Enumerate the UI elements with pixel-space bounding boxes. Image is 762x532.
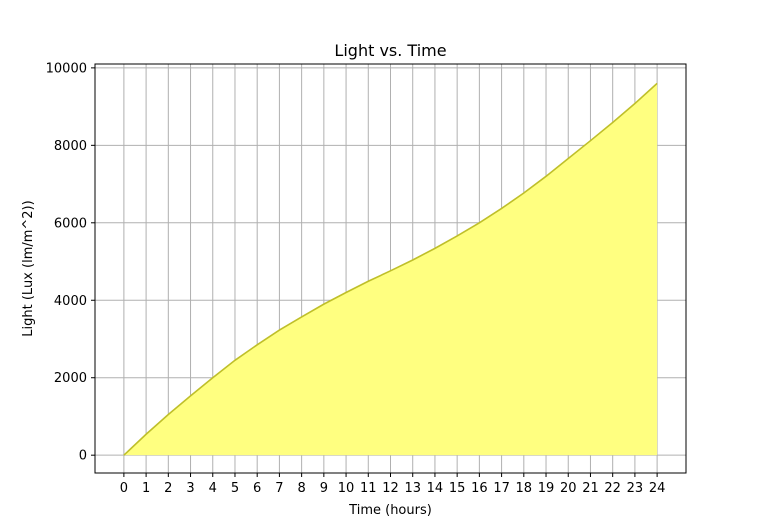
x-tick-label: 4 bbox=[209, 481, 217, 496]
x-tick-label: 15 bbox=[449, 481, 466, 496]
x-tick-label: 7 bbox=[275, 481, 283, 496]
x-tick-label: 22 bbox=[604, 481, 621, 496]
x-tick-label: 19 bbox=[538, 481, 555, 496]
x-tick-label: 5 bbox=[231, 481, 239, 496]
x-tick-label: 17 bbox=[493, 481, 510, 496]
x-tick-label: 13 bbox=[404, 481, 421, 496]
x-tick-label: 21 bbox=[582, 481, 599, 496]
x-tick-label: 14 bbox=[427, 481, 444, 496]
x-tick-label: 23 bbox=[627, 481, 644, 496]
x-tick-label: 20 bbox=[560, 481, 577, 496]
y-tick-label: 6000 bbox=[54, 216, 87, 231]
x-tick-label: 3 bbox=[186, 481, 194, 496]
chart-title: Light vs. Time bbox=[334, 41, 446, 60]
y-tick-label: 10000 bbox=[46, 61, 87, 76]
x-tick-label: 12 bbox=[382, 481, 399, 496]
x-tick-label: 16 bbox=[471, 481, 488, 496]
x-tick-label: 11 bbox=[360, 481, 377, 496]
x-tick-label: 9 bbox=[320, 481, 328, 496]
y-tick-label: 4000 bbox=[54, 294, 87, 309]
y-tick-label: 8000 bbox=[54, 139, 87, 154]
light-series-line bbox=[123, 82, 658, 456]
y-tick-label: 2000 bbox=[54, 371, 87, 386]
x-tick-label: 18 bbox=[516, 481, 533, 496]
x-tick-label: 8 bbox=[297, 481, 305, 496]
x-tick-label: 6 bbox=[253, 481, 261, 496]
data-area bbox=[123, 82, 658, 456]
area-fill bbox=[123, 83, 658, 456]
x-tick-label: 2 bbox=[164, 481, 172, 496]
y-tick-label: 0 bbox=[79, 449, 87, 464]
x-tick-label: 1 bbox=[142, 481, 150, 496]
y-axis-label: Light (Lux (lm/m^2)) bbox=[21, 200, 36, 336]
x-axis-label: Time (hours) bbox=[348, 503, 432, 518]
axis-ticks: 0 1 2 3 4 5 6 7 8 9 10 11 12 13 14 15 16 17 18 19 20 21 22 23 24… bbox=[46, 61, 666, 496]
x-tick-label: 0 bbox=[120, 481, 128, 496]
x-tick-label: 10 bbox=[338, 481, 355, 496]
x-tick-label: 24 bbox=[649, 481, 666, 496]
